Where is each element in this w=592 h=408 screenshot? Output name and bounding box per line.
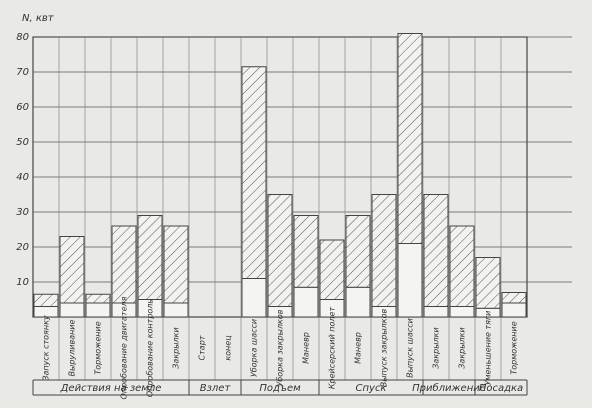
y-tick-label: 10 [16, 277, 29, 288]
bar-segment [59, 236, 85, 304]
bar-segment [319, 239, 345, 300]
bar-segment [163, 225, 189, 304]
y-tick-label: 30 [16, 207, 29, 218]
x-tick-label: Выруливание [68, 319, 77, 376]
bar-segment [397, 33, 423, 244]
bar-segment [85, 293, 111, 304]
x-tick-label: Уменьшение тяги [484, 311, 493, 386]
x-tick-label: Уборка шасси [250, 319, 259, 377]
x-tick-label: Закрылки [172, 327, 181, 368]
bar-segment [293, 215, 319, 288]
bar-segment [241, 66, 267, 279]
x-tick-label: Уборка закрылков [276, 309, 285, 386]
y-tick-label: 70 [16, 67, 29, 78]
group-label: Приближение [412, 382, 486, 394]
x-tick-label: Маневр [354, 332, 363, 364]
x-tick-label: Торможение [510, 321, 519, 374]
bar-segment [241, 278, 267, 318]
group-label: Действия на земле [60, 383, 162, 394]
bar-segment [501, 302, 527, 318]
bar-segment [449, 225, 475, 307]
bar-segment [33, 293, 59, 307]
x-tick-label: Закрылки [458, 327, 467, 368]
x-tick-label: Опробование двигателя [120, 296, 129, 399]
x-tick-label: Крейсерский полет [328, 307, 337, 390]
group-label: Спуск [356, 383, 387, 394]
bar-segment [397, 243, 423, 318]
y-tick-label: 80 [16, 32, 29, 43]
group-label: Посадка [479, 383, 523, 394]
x-tick-label: Запуск стоянку [42, 315, 51, 381]
bar-segment [371, 194, 397, 307]
bar-segment [423, 306, 449, 318]
bar-segment [163, 302, 189, 318]
x-tick-label: Выпуск закрылков [380, 308, 389, 387]
bar-segment [423, 194, 449, 307]
x-tick-label: Старт [198, 335, 207, 360]
x-tick-label: Торможение [94, 321, 103, 374]
bar-segment [267, 194, 293, 307]
x-tick-label: Маневр [302, 332, 311, 364]
x-tick-label: Выпуск шасси [406, 318, 415, 378]
bar-segment [137, 215, 163, 300]
bar-segment [501, 292, 527, 304]
bar-segment [59, 302, 85, 318]
group-label: Подъем [259, 383, 301, 394]
y-tick-label: 50 [16, 137, 29, 148]
x-tick-label: Опробование контроль [146, 299, 155, 398]
x-tick-label: Закрылки [432, 327, 441, 368]
bar-segment [345, 286, 371, 318]
bar-segment [85, 302, 111, 318]
bar-segment [475, 257, 501, 309]
bar-segment [293, 286, 319, 318]
y-tick-label: 20 [16, 242, 29, 253]
bar-segment [345, 215, 371, 288]
bar-segment [449, 306, 475, 318]
group-label: Взлет [200, 383, 232, 394]
x-tick-label: конец [224, 335, 233, 361]
bar-segment [111, 225, 137, 304]
y-axis-label: N, квт [22, 13, 55, 24]
y-tick-label: 40 [16, 172, 29, 183]
y-tick-label: 60 [16, 102, 29, 113]
